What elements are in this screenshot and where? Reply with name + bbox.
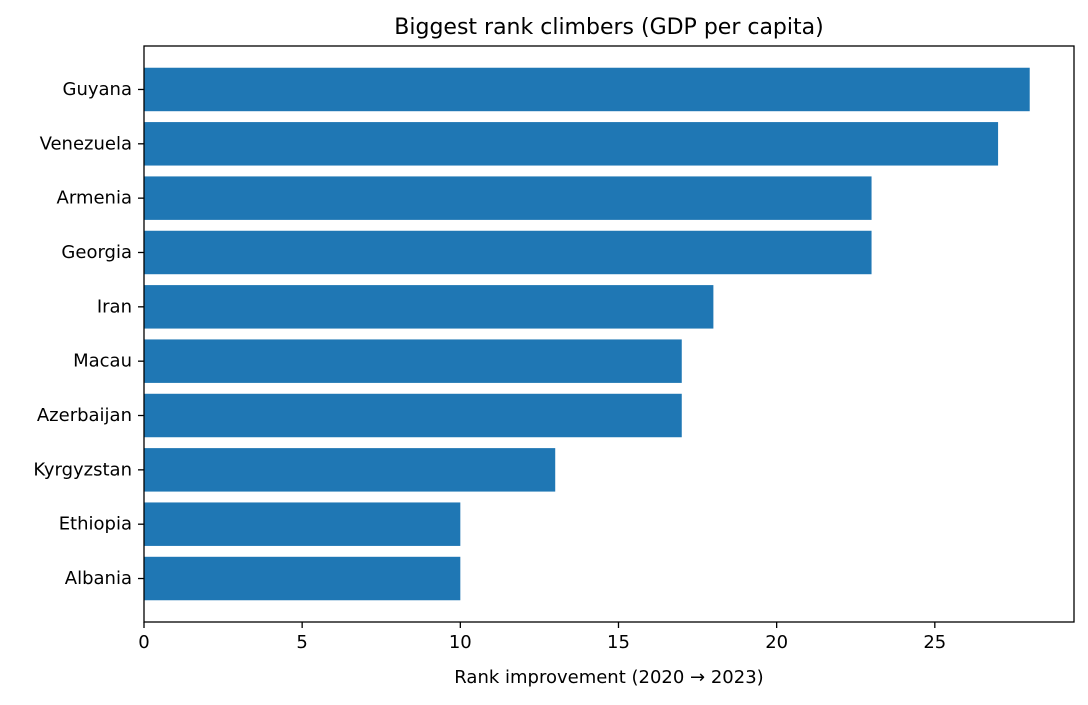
bar-ethiopia: [144, 502, 461, 546]
x-tick-label: 25: [923, 632, 946, 653]
bar-georgia: [144, 230, 872, 275]
bar-armenia: [144, 176, 872, 220]
y-tick-label: Iran: [97, 296, 132, 317]
y-tick-label: Kyrgyzstan: [33, 459, 132, 480]
x-tick-label: 20: [765, 632, 788, 653]
x-axis-ticks: 0 5 10 15 20 25: [138, 622, 946, 653]
y-tick-label: Georgia: [61, 242, 132, 263]
bar-macau: [144, 339, 682, 383]
y-tick-label: Venezuela: [40, 133, 132, 154]
y-tick-label: Ethiopia: [59, 514, 132, 535]
x-tick-label: 15: [607, 632, 630, 653]
bar-guyana: [144, 67, 1030, 112]
y-tick-label: Guyana: [63, 79, 132, 100]
x-axis-label: Rank improvement (2020 → 2023): [454, 667, 763, 688]
x-tick-label: 5: [296, 632, 307, 653]
y-tick-label: Macau: [73, 351, 132, 372]
bars-layer: [144, 67, 1030, 601]
y-axis-ticks: Guyana Venezuela Armenia Georgia Iran Macau Az…: [33, 79, 144, 589]
y-tick-label: Armenia: [57, 188, 132, 209]
bar-kyrgyzstan: [144, 448, 556, 492]
x-tick-label: 10: [449, 632, 472, 653]
bar-venezuela: [144, 122, 999, 166]
bar-iran: [144, 285, 714, 329]
bar-azerbaijan: [144, 393, 682, 438]
y-tick-label: Azerbaijan: [37, 405, 132, 426]
chart-title: Biggest rank climbers (GDP per capita): [394, 15, 823, 40]
x-tick-label: 0: [138, 632, 149, 653]
plot-frame: [143, 45, 1075, 623]
bar-albania: [144, 556, 461, 601]
y-tick-label: Albania: [65, 568, 132, 589]
